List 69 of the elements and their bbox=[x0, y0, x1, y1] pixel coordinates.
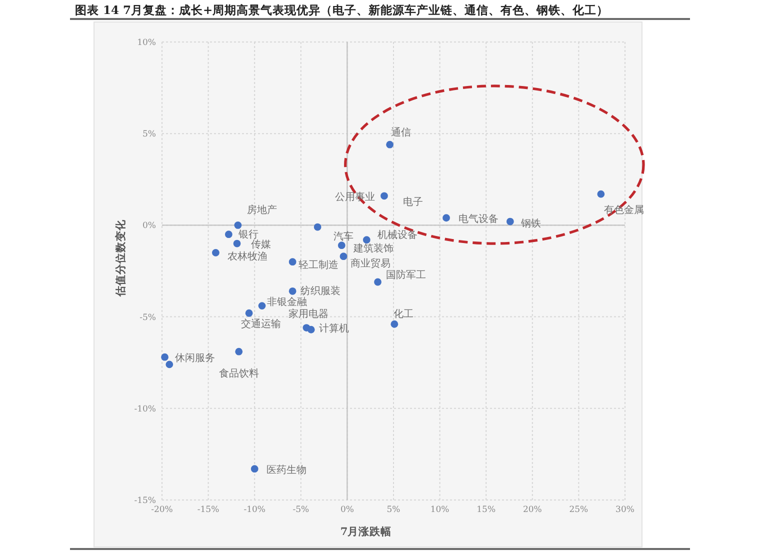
y-tick-label: -5% bbox=[140, 312, 156, 323]
y-tick-label: 10% bbox=[137, 38, 156, 48]
annotation: 食品饮料 bbox=[218, 368, 259, 380]
annotation: 钢铁 bbox=[520, 218, 542, 230]
x-tick-label: 0% bbox=[340, 505, 354, 515]
annotation: 汽车 bbox=[334, 230, 354, 242]
annotation: 交通运输 bbox=[241, 318, 282, 330]
point bbox=[258, 302, 266, 310]
point bbox=[245, 309, 253, 317]
point bbox=[442, 214, 450, 222]
annotation: 农林牧渔 bbox=[228, 250, 268, 263]
annotation: 电子 bbox=[403, 196, 424, 208]
point bbox=[380, 192, 388, 200]
x-tick-label: -20% bbox=[151, 505, 173, 515]
point bbox=[390, 320, 398, 328]
x-tick-label: 20% bbox=[522, 505, 542, 515]
x-tick-label: 25% bbox=[569, 505, 588, 515]
annotation: 纺织服装 bbox=[300, 285, 341, 298]
annotation: 轻工制造 bbox=[298, 258, 339, 271]
point bbox=[374, 278, 382, 286]
y-tick-label: -10% bbox=[134, 404, 156, 414]
y-axis-title: 估值分位数变化 bbox=[114, 218, 127, 298]
point bbox=[235, 348, 243, 356]
point bbox=[288, 258, 296, 266]
point bbox=[224, 230, 232, 238]
annotation: 电气设备 bbox=[458, 212, 498, 225]
point bbox=[212, 248, 220, 256]
x-axis-title: 7月涨跌幅 bbox=[340, 525, 392, 538]
annotation: 家用电器 bbox=[288, 308, 328, 320]
point bbox=[362, 236, 370, 244]
point bbox=[250, 465, 258, 473]
point bbox=[597, 190, 605, 198]
point bbox=[307, 326, 315, 334]
x-tick-label: 10% bbox=[430, 505, 450, 515]
point bbox=[233, 240, 241, 248]
point bbox=[288, 287, 296, 295]
x-tick-label: -5% bbox=[292, 505, 310, 515]
annotation: 医药生物 bbox=[266, 464, 307, 476]
annotation: 机械设备 bbox=[378, 228, 418, 241]
annotation: 建筑装饰 bbox=[352, 242, 394, 254]
point bbox=[161, 353, 168, 361]
y-tick-label: -15% bbox=[134, 496, 156, 506]
x-tick-label: -10% bbox=[244, 505, 266, 515]
annotation: 银行 bbox=[238, 229, 259, 240]
y-tick-label: 0% bbox=[142, 221, 156, 232]
point bbox=[338, 242, 346, 250]
annotation: 商业贸易 bbox=[350, 257, 390, 270]
point bbox=[234, 222, 242, 229]
annotation: 房地产 bbox=[246, 204, 277, 216]
annotation: 计算机 bbox=[319, 322, 350, 335]
annotation: 休闲服务 bbox=[174, 352, 215, 364]
point bbox=[340, 252, 348, 260]
annotation: 公用事业 bbox=[335, 190, 376, 203]
point bbox=[506, 218, 514, 226]
x-tick-label: 30% bbox=[616, 505, 634, 515]
point bbox=[314, 223, 322, 231]
x-tick-label: -15% bbox=[197, 505, 220, 515]
annotation: 国防军工 bbox=[386, 268, 426, 281]
x-tick-label: 5% bbox=[386, 505, 400, 515]
x-tick-label: 15% bbox=[476, 505, 496, 515]
annotation: 传媒 bbox=[251, 240, 272, 251]
annotation: 有色金属 bbox=[604, 204, 644, 216]
chart-title: 图表 14 7月复盘：成长+周期高景气表现优异（电子、新能源车产业链、通信、有色、钢铁、化工） bbox=[75, 3, 609, 17]
annotation: 化工 bbox=[393, 308, 414, 320]
annotation: 非银金融 bbox=[267, 296, 308, 308]
point bbox=[386, 140, 394, 148]
y-tick-label: 5% bbox=[142, 130, 156, 140]
annotation: 通信 bbox=[390, 126, 411, 139]
point bbox=[166, 360, 174, 368]
